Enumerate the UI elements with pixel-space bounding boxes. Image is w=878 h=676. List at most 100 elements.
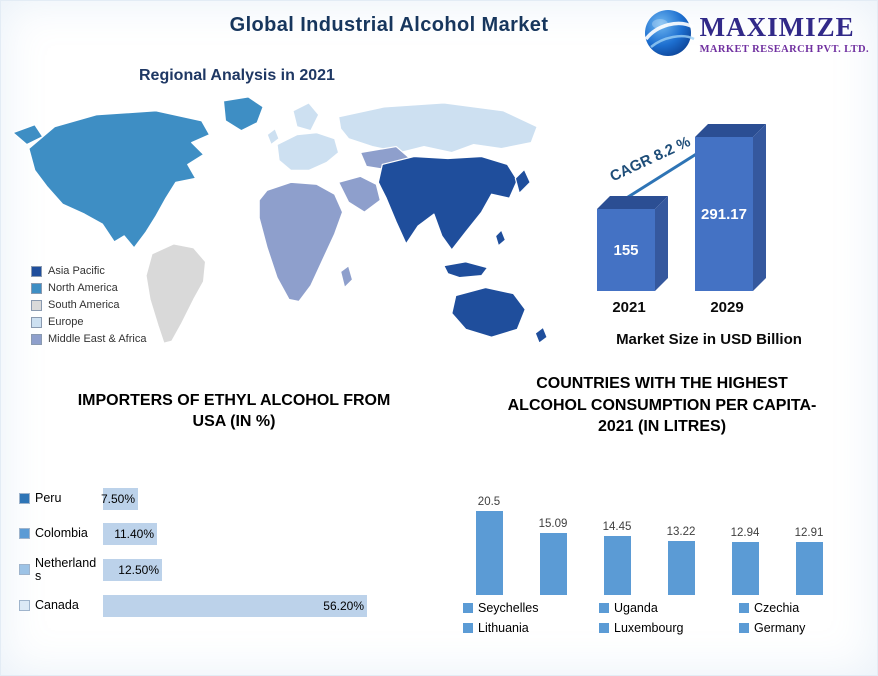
legend-swatch bbox=[31, 316, 42, 328]
importers-chart: IMPORTERS OF ETHYL ALCOHOL FROM USA (IN … bbox=[19, 391, 449, 618]
legend-label: North America bbox=[48, 282, 118, 294]
bar-track: 56.20% bbox=[103, 594, 449, 617]
legend-label: Germany bbox=[754, 621, 806, 635]
bar-value: 13.22 bbox=[666, 526, 696, 538]
bar-uganda bbox=[603, 536, 631, 595]
bar-peru: 7.50% bbox=[100, 487, 138, 510]
legend-swatch bbox=[739, 603, 749, 613]
legend-label: Seychelles bbox=[478, 601, 539, 615]
bar-2021: 155 bbox=[597, 196, 668, 291]
importers-rows: Peru 7.50% Colombia 11.40% Netherl bbox=[19, 487, 449, 618]
legend-item-uganda: Uganda bbox=[599, 601, 739, 615]
consumption-legend: Seychelles Uganda Czechia Lithuania Luxe… bbox=[463, 601, 805, 635]
category-marker bbox=[19, 564, 30, 576]
map-title: Regional Analysis in 2021 bbox=[139, 67, 335, 84]
consumption-plot: 20.5 15.09 14.45 13.22 12.94 12.91 bbox=[467, 465, 831, 595]
region-philippines bbox=[494, 229, 507, 247]
bar-canada: 56.20% bbox=[103, 594, 367, 617]
legend-item-south-america: South America bbox=[31, 299, 146, 311]
bar-value-2029: 291.17 bbox=[701, 205, 747, 223]
legend-swatch bbox=[599, 623, 609, 633]
legend-swatch bbox=[599, 603, 609, 613]
importers-title: IMPORTERS OF ETHYL ALCOHOL FROM USA (IN … bbox=[77, 392, 391, 430]
market-size-caption: Market Size in USD Billion bbox=[616, 331, 802, 348]
region-north-america bbox=[28, 110, 211, 249]
region-scandinavia bbox=[292, 102, 320, 132]
bar-side-face bbox=[753, 124, 766, 291]
legend-item-middle-east-africa: Middle East & Africa bbox=[31, 333, 146, 345]
legend-swatch bbox=[31, 282, 42, 294]
bar-colombia: 11.40% bbox=[103, 522, 157, 545]
bar-value: 12.50% bbox=[118, 562, 159, 577]
legend-label: Luxembourg bbox=[614, 621, 684, 635]
legend-label: South America bbox=[48, 299, 120, 311]
bar-value-2021: 155 bbox=[613, 241, 639, 259]
bar-column-czechia: 12.94 bbox=[723, 527, 767, 595]
legend-swatch bbox=[739, 623, 749, 633]
bar-value: 7.50% bbox=[100, 491, 135, 506]
category-marker bbox=[19, 528, 30, 540]
category-marker bbox=[19, 600, 30, 612]
consumption-chart: COUNTRIES WITH THE HIGHEST ALCOHOL CONSU… bbox=[453, 373, 871, 663]
bar-column-seychelles: 20.5 bbox=[467, 496, 511, 595]
legend-label: Asia Pacific bbox=[48, 265, 105, 277]
importers-row-peru: Peru 7.50% bbox=[19, 487, 449, 511]
category-marker bbox=[19, 493, 30, 505]
bar-value: 12.91 bbox=[794, 527, 824, 539]
region-russia bbox=[338, 102, 538, 154]
category-label: Colombia bbox=[35, 526, 88, 541]
bar-value: 14.45 bbox=[602, 521, 632, 533]
bar-track: 11.40% bbox=[103, 522, 449, 545]
legend-swatch bbox=[31, 299, 42, 311]
globe-icon bbox=[644, 10, 695, 56]
bar-column-lithuania: 15.09 bbox=[531, 518, 575, 595]
legend-item-europe: Europe bbox=[31, 316, 146, 328]
market-size-chart: CAGR 8.2 % 155 291.17 2021 2029 Market S… bbox=[559, 97, 871, 367]
brand-name: MAXIMIZE bbox=[699, 11, 855, 42]
legend-item-czechia: Czechia bbox=[739, 601, 805, 615]
importers-row-netherlands: Netherlands 12.50% bbox=[19, 556, 449, 583]
region-greenland bbox=[222, 96, 264, 132]
bar-2029: 291.17 bbox=[695, 124, 766, 291]
bar-side-face bbox=[655, 196, 668, 291]
bar-value: 56.20% bbox=[323, 598, 364, 613]
bar-track: 12.50% bbox=[103, 558, 449, 581]
legend-item-luxembourg: Luxembourg bbox=[599, 621, 739, 635]
bar-czechia bbox=[731, 542, 759, 595]
world-map bbox=[12, 96, 548, 344]
region-uk bbox=[266, 128, 280, 146]
page-title: Global Industrial Alcohol Market bbox=[229, 14, 549, 36]
bar-column-germany: 12.91 bbox=[787, 527, 831, 595]
region-indonesia bbox=[443, 261, 489, 279]
category-label: Peru bbox=[35, 491, 62, 506]
brand-text: MAXIMIZE MARKET RESEARCH PVT. LTD. bbox=[699, 11, 869, 55]
legend-item-north-america: North America bbox=[31, 282, 146, 294]
bar-value: 12.94 bbox=[730, 527, 760, 539]
region-africa bbox=[258, 181, 344, 303]
map-legend: Asia Pacific North America South America… bbox=[31, 265, 146, 345]
bar-column-uganda: 14.45 bbox=[595, 521, 639, 595]
category-label: Canada bbox=[35, 598, 79, 613]
region-europe bbox=[276, 132, 340, 171]
bar-germany bbox=[795, 542, 823, 595]
legend-label: Czechia bbox=[754, 601, 800, 615]
region-asia bbox=[377, 155, 518, 251]
bar-value: 20.5 bbox=[477, 496, 501, 508]
legend-label: Europe bbox=[48, 316, 84, 328]
region-madagascar bbox=[340, 265, 354, 289]
bar-netherlands: 12.50% bbox=[103, 558, 162, 581]
bar-value: 11.40% bbox=[114, 526, 154, 541]
legend-swatch bbox=[31, 265, 42, 277]
x-label-2021: 2021 bbox=[612, 299, 646, 316]
legend-item-asia-pacific: Asia Pacific bbox=[31, 265, 146, 277]
importers-row-canada: Canada 56.20% bbox=[19, 594, 449, 618]
legend-item-lithuania: Lithuania bbox=[463, 621, 599, 635]
importers-row-colombia: Colombia 11.40% bbox=[19, 522, 449, 546]
bar-lithuania bbox=[539, 533, 567, 595]
legend-label: Lithuania bbox=[478, 621, 529, 635]
legend-swatch bbox=[31, 333, 42, 345]
brand-tagline: MARKET RESEARCH PVT. LTD. bbox=[699, 43, 869, 55]
market-size-plot: 155 291.17 bbox=[589, 97, 829, 291]
legend-item-germany: Germany bbox=[739, 621, 805, 635]
